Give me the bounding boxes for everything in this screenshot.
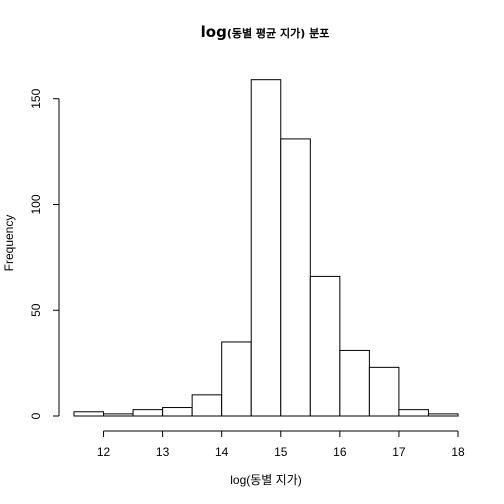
histogram-bar xyxy=(309,275,341,417)
y-tick-label: 50 xyxy=(29,303,43,317)
chart-title-log: log xyxy=(201,23,227,41)
x-tick-label: 15 xyxy=(274,445,288,459)
chart-title: log(동별 평균 지가) 분포 xyxy=(201,23,330,41)
chart-title-rest: (동별 평균 지가) 분포 xyxy=(227,26,330,40)
y-tick-label: 150 xyxy=(29,88,43,108)
histogram-bar xyxy=(427,413,459,417)
x-tick-label: 12 xyxy=(97,445,111,459)
histogram-bar xyxy=(368,366,400,417)
x-tick-label: 14 xyxy=(215,445,229,459)
x-axis: 12 13 14 15 16 17 18 xyxy=(97,430,465,459)
y-tick-label: 100 xyxy=(29,194,43,214)
histogram-bar xyxy=(162,407,193,417)
y-tick-label: 0 xyxy=(29,412,43,419)
histogram-bar xyxy=(191,394,223,417)
x-tick-label: 18 xyxy=(451,445,465,459)
histogram-bar xyxy=(132,409,164,417)
y-axis: 0 50 100 150 xyxy=(29,88,60,419)
x-tick-label: 16 xyxy=(333,445,347,459)
histogram-bar xyxy=(221,341,252,417)
histogram-bar xyxy=(339,349,370,417)
x-tick-label: 13 xyxy=(156,445,170,459)
x-axis-label: log(동별 지가) xyxy=(230,473,302,487)
bars-group xyxy=(73,79,459,417)
histogram-bar xyxy=(250,79,282,417)
histogram-bar xyxy=(398,409,429,417)
histogram-bar xyxy=(73,411,105,417)
histogram-bar xyxy=(280,138,311,417)
x-tick-label: 17 xyxy=(392,445,406,459)
y-axis-label: Frequency xyxy=(2,215,16,272)
histogram-bar xyxy=(103,413,134,417)
